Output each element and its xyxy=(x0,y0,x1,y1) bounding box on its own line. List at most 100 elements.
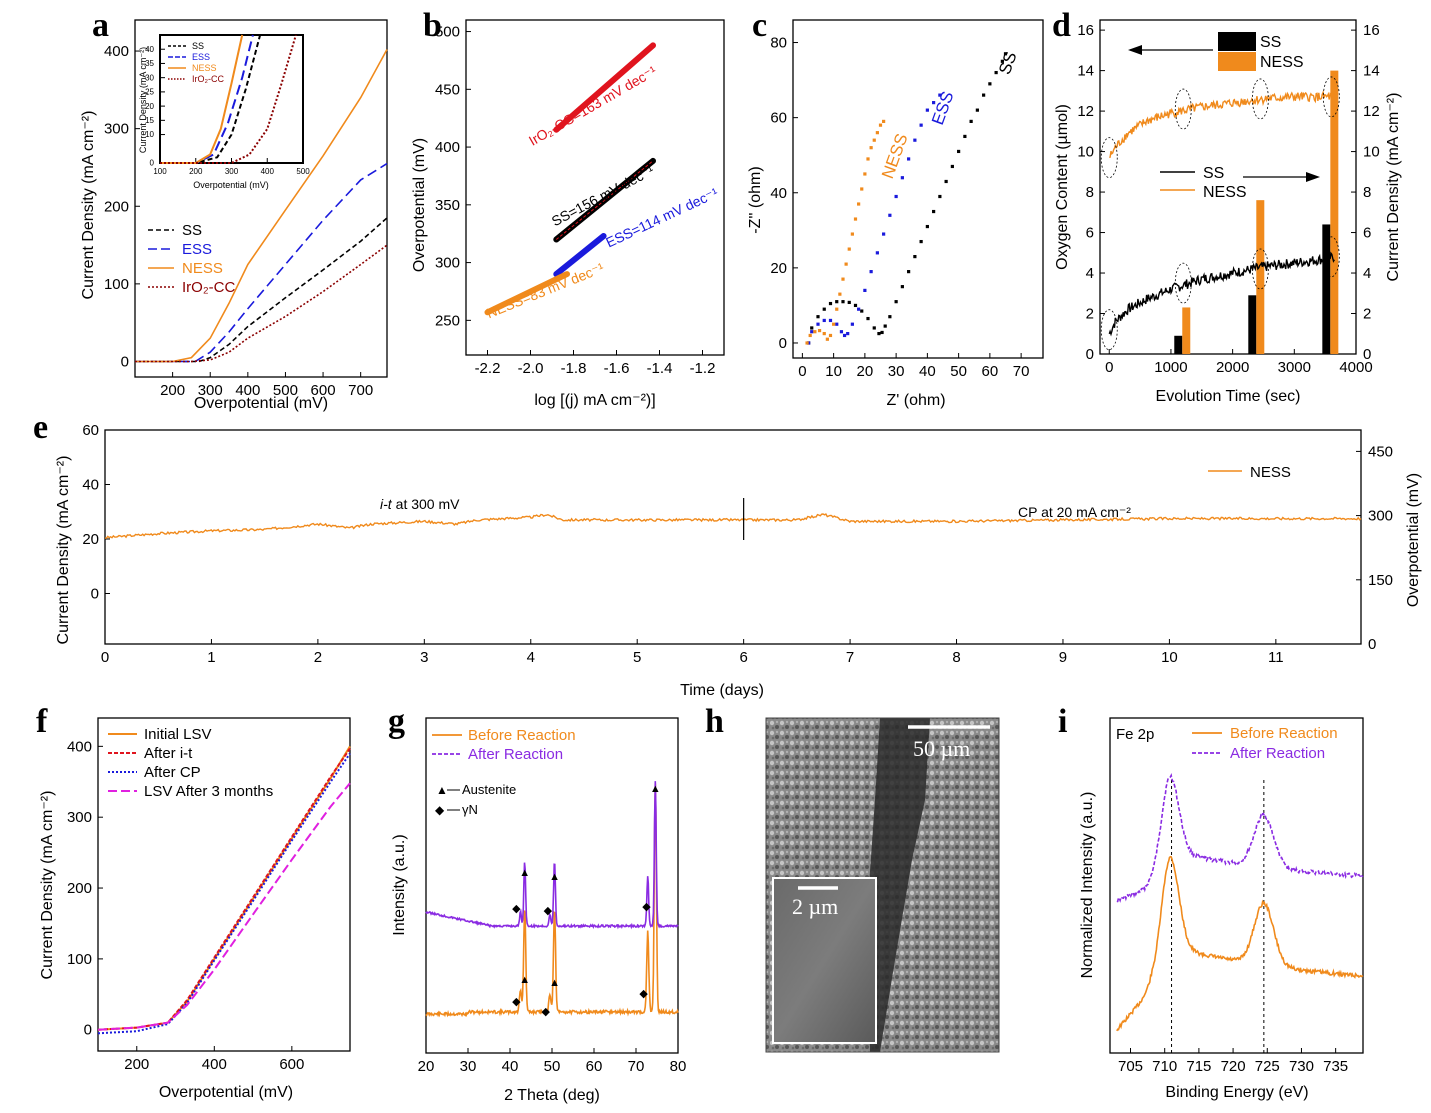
point-c-2-16 xyxy=(860,187,864,191)
peak-marker-g-10: ◆ xyxy=(639,988,648,1000)
legend-d: SS NESS SS NESS xyxy=(1128,32,1320,201)
point-c-0-19 xyxy=(913,255,917,259)
legend-label-i-after: After Reaction xyxy=(1230,745,1325,762)
d-ytick-label-8: 16 xyxy=(1077,22,1094,39)
f-xtick-label-2: 600 xyxy=(279,1056,304,1073)
peak-marker-g-2: ▲ xyxy=(650,783,661,795)
ai-ytick-label-3: 20 xyxy=(145,102,154,111)
annotation-it: i-t at 300 mV xyxy=(380,496,460,512)
bar-d-ness-2 xyxy=(1330,70,1339,354)
point-c-2-8 xyxy=(835,307,839,311)
x-axis-label-i: Binding Energy (eV) xyxy=(1165,1084,1308,1101)
e-ytick-label-1: 20 xyxy=(82,531,99,548)
marker-ellipse-d-0 xyxy=(1100,309,1118,351)
panel-letter-g: g xyxy=(388,703,405,740)
g-xtick-label-5: 70 xyxy=(628,1058,645,1075)
legend-label-i-before: Before Reaction xyxy=(1230,725,1338,742)
point-c-2-20 xyxy=(872,138,876,142)
i-xtick-label-3: 720 xyxy=(1221,1058,1246,1075)
d-xtick-label-4: 4000 xyxy=(1339,359,1372,376)
d2-ytick-label-2: 4 xyxy=(1363,265,1371,282)
point-c-2-11 xyxy=(844,262,848,266)
series-label-c-ness: NESS xyxy=(878,131,912,181)
legend-g: Before Reaction After Reaction ▲ Austeni… xyxy=(432,727,576,817)
point-c-0-32 xyxy=(994,70,998,75)
x-axis-label-g: 2 Theta (deg) xyxy=(504,1087,600,1104)
y-axis-label-a: Current Density (mA cm⁻²) xyxy=(80,111,97,300)
scale-label-inset: 2 µm xyxy=(792,894,838,919)
c-xtick-label-2: 20 xyxy=(857,363,874,380)
d2-ytick-label-0: 0 xyxy=(1363,346,1371,363)
inset-frame-a xyxy=(159,34,304,164)
a-ytick-label-4: 400 xyxy=(104,43,129,60)
b-xtick-label-0: -2.2 xyxy=(475,360,501,377)
b-xtick-label-3: -1.6 xyxy=(604,360,630,377)
panel-i: i 705 710 715 720 725 730 735 Binding Energy (… xyxy=(1058,703,1364,1101)
d-ytick-label-5: 10 xyxy=(1077,144,1094,161)
inset-legend-ness: NESS xyxy=(192,63,217,73)
c-xtick-label-1: 10 xyxy=(825,363,842,380)
point-c-2-12 xyxy=(847,247,851,251)
line-g-before xyxy=(425,783,679,1018)
point-c-1-9 xyxy=(850,322,854,326)
peak-marker-g-8: ◆ xyxy=(512,996,521,1008)
annotation-cp: CP at 20 mA cm⁻² xyxy=(1018,504,1131,520)
peak-marker-g-5: ◆ xyxy=(642,901,651,913)
point-c-0-13 xyxy=(880,330,884,335)
c-xtick-label-6: 60 xyxy=(982,363,999,380)
line-d-0 xyxy=(1108,251,1335,337)
line-a-0 xyxy=(135,217,388,363)
point-c-1-8 xyxy=(846,331,850,336)
line-e-ness xyxy=(104,513,1362,539)
point-c-2-3 xyxy=(817,328,822,333)
x-axis-label-c: Z' (ohm) xyxy=(886,392,945,409)
legend-label-f-3m: LSV After 3 months xyxy=(144,783,273,800)
e-xtick-label-9: 9 xyxy=(1059,649,1067,666)
d-xtick-label-2: 2000 xyxy=(1216,359,1249,376)
point-c-1-19 xyxy=(913,138,917,142)
legend-label-d-line-ss: SS xyxy=(1203,165,1224,182)
x-axis-label-a: Overpotential (mV) xyxy=(194,395,328,412)
point-c-0-20 xyxy=(919,239,923,244)
ai-xtick-label-2: 300 xyxy=(225,167,239,176)
point-c-1-6 xyxy=(839,330,844,334)
legend-label-a-iro2: IrO₂-CC xyxy=(182,279,235,296)
a-ytick-label-2: 200 xyxy=(104,198,129,215)
inset-y-label-a: Current Density (mA cm⁻²) xyxy=(138,47,148,153)
point-c-0-1 xyxy=(810,326,814,330)
point-c-1-1 xyxy=(810,330,814,334)
d-ytick-label-0: 0 xyxy=(1086,346,1094,363)
g-xtick-label-2: 40 xyxy=(502,1058,519,1075)
point-c-0-23 xyxy=(938,194,942,199)
d-ytick-label-4: 8 xyxy=(1086,184,1094,201)
bar-d-ness-1 xyxy=(1256,200,1265,354)
plot-frame-e xyxy=(104,429,1362,645)
line-f-2 xyxy=(97,752,351,1035)
a-xtick-label-1: 300 xyxy=(198,382,223,399)
legend-label-f-cp: After CP xyxy=(144,764,201,781)
d2-ytick-label-7: 14 xyxy=(1363,63,1380,80)
point-c-0-2 xyxy=(816,315,820,319)
b-xtick-label-1: -2.0 xyxy=(518,360,544,377)
bar-d-ss-2 xyxy=(1322,224,1331,354)
f-ytick-label-0: 0 xyxy=(84,1022,92,1039)
d-xtick-label-1: 1000 xyxy=(1154,359,1187,376)
panel-letter-h: h xyxy=(705,703,724,740)
peak-marker-g-4: ◆ xyxy=(544,905,553,917)
point-c-2-1 xyxy=(808,333,812,338)
point-c-2-23 xyxy=(882,119,886,123)
y-axis-label-e: Current Density (mA cm⁻²) xyxy=(55,456,72,645)
point-c-0-8 xyxy=(853,303,858,308)
legend-label-d-line-ness: NESS xyxy=(1203,184,1247,201)
point-c-1-7 xyxy=(842,333,847,338)
c-ytick-label-2: 40 xyxy=(770,185,787,202)
point-c-1-17 xyxy=(900,176,904,180)
ai-xtick-label-4: 500 xyxy=(296,167,310,176)
e-xtick-label-11: 11 xyxy=(1268,649,1284,666)
point-c-0-16 xyxy=(894,300,898,304)
point-c-0-26 xyxy=(957,149,961,154)
legend-swatch-d-ness xyxy=(1218,52,1256,71)
e2-ytick-label-0: 0 xyxy=(1368,636,1376,653)
legend-label-d-bar-ss: SS xyxy=(1260,34,1281,51)
f-xtick-label-1: 400 xyxy=(202,1056,227,1073)
